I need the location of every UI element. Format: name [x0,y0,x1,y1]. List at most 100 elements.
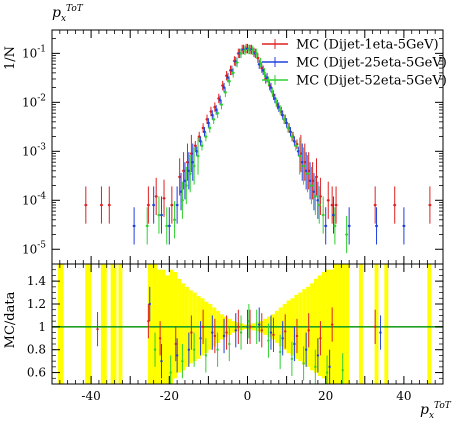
ratio-band-bin [57,264,64,384]
ratio-point [314,349,317,384]
ratio-point [201,309,205,344]
ratio-point [319,321,322,356]
legend-label: MC (Dijet-1eta-5GeV) [296,38,439,53]
data-point [204,131,208,142]
legend-item: MC (Dijet-52eta-5GeV) [262,74,447,89]
ratio-point [373,309,377,344]
data-point [152,186,156,224]
data-point [188,155,192,193]
point-marker [197,135,201,138]
ratio-point [96,312,99,347]
data-point [313,177,317,216]
ratio-data-points [96,286,382,384]
ratio-point-marker [169,371,172,374]
point-marker [226,76,230,79]
y-axis-label-ratio: MC/data [3,291,18,348]
x-tick-label: -20 [160,389,179,403]
y-tick-label-ratio: 0.8 [27,343,46,357]
point-marker [261,69,265,72]
point-marker [196,154,200,158]
point-marker [247,48,251,51]
point-marker [293,140,296,143]
point-marker [168,224,171,228]
point-marker [302,164,305,168]
data-point [270,87,274,98]
data-point [375,207,379,245]
ratio-point [293,326,296,362]
point-marker [154,195,158,198]
point-marker [310,184,313,187]
ratio-band-bin [341,264,346,384]
point-marker [214,108,218,112]
ratio-point [246,309,249,344]
point-marker [269,86,273,89]
data-point [285,118,289,128]
data-point [175,186,179,224]
ratio-band-bin [374,264,379,384]
ratio-point-marker [148,302,151,306]
point-marker [375,224,378,228]
data-point [298,137,302,175]
ratio-point-marker [284,330,287,333]
legend-label: MC (Dijet-52eta-5GeV) [296,74,447,89]
y-tick-label-main: 10-4 [22,191,46,207]
ratio-point [147,304,150,339]
ratio-point-marker [158,337,162,340]
ratio-point [290,341,294,376]
ratio-point-marker [248,325,252,329]
ratio-band-bin [151,264,158,384]
ratio-point-marker [201,325,205,329]
data-point [162,179,166,217]
data-point [99,186,103,224]
data-point [306,155,310,193]
y-tick-base: 10 [22,46,37,60]
point-marker [263,71,266,75]
ratio-point [158,321,162,356]
ratio-band-bin [317,275,322,376]
data-point [159,196,163,234]
y-tick-exponent: -4 [37,191,46,201]
point-marker [298,154,301,158]
point-marker [217,97,221,100]
point-marker [332,213,335,217]
point-marker [195,150,198,153]
data-point [212,114,216,125]
ratio-point [199,321,202,356]
x-axis-label: pxToT [420,401,452,421]
point-marker [303,160,307,164]
data-point [286,123,290,133]
point-marker [170,203,174,207]
ratio-point [284,314,287,349]
ratio-point-marker [187,348,191,351]
ratio-band-bin [118,264,123,384]
point-marker [147,203,150,207]
data-point [231,68,235,78]
point-marker [402,224,406,228]
ratio-band-bin [110,264,117,384]
point-marker [277,105,281,109]
point-marker [216,111,219,115]
data-point [132,207,136,245]
ratio-band-bin [427,264,432,384]
y-tick-label-main: 10-2 [22,93,46,109]
y-tick-label-main: 10-5 [22,240,46,256]
data-point [373,186,377,224]
point-marker [251,49,255,52]
x-tick-label: 40 [396,389,411,403]
point-marker [282,118,286,121]
point-marker [160,213,163,217]
data-point [255,48,259,59]
data-point [200,140,204,151]
y-tick-base: 10 [22,144,37,158]
ratio-band-bin [358,264,363,384]
point-marker [324,224,328,228]
data-point [247,44,251,55]
ratio-point-marker [222,334,226,338]
data-point [282,114,286,125]
point-marker [274,101,278,104]
data-point [216,108,220,118]
ratio-point [222,318,226,354]
point-marker [173,218,176,222]
point-marker [228,79,231,83]
point-marker [314,195,317,198]
